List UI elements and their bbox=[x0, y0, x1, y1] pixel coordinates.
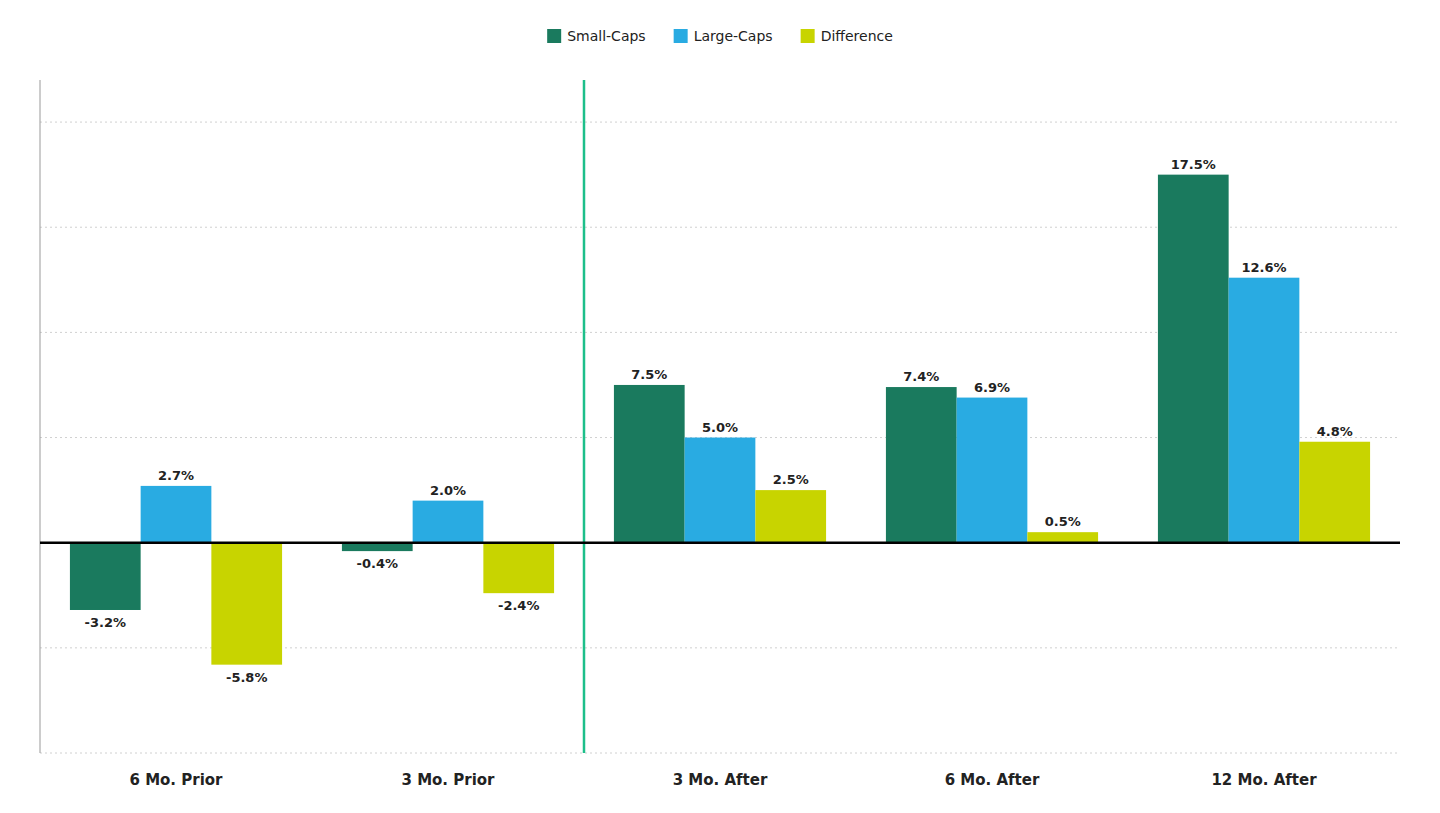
bars bbox=[70, 175, 1370, 665]
data-label: -3.2% bbox=[85, 615, 126, 630]
data-label: 0.5% bbox=[1045, 514, 1081, 529]
legend-swatch bbox=[801, 29, 815, 43]
data-label: 2.5% bbox=[773, 472, 809, 487]
bar bbox=[1158, 175, 1229, 543]
data-label: -0.4% bbox=[357, 556, 398, 571]
bar bbox=[614, 385, 685, 543]
data-label: -2.4% bbox=[498, 598, 539, 613]
data-label: 4.8% bbox=[1317, 424, 1353, 439]
data-label: 17.5% bbox=[1171, 157, 1216, 172]
bar bbox=[413, 501, 484, 543]
separator-line bbox=[583, 80, 586, 753]
data-label: 2.0% bbox=[430, 483, 466, 498]
data-labels: -3.2% -0.4% 7.5% 7.4% 17.5% 2.7% 2.0% 5.0% 6.9% 1… bbox=[85, 157, 1353, 685]
chart: -3.2% -0.4% 7.5% 7.4% 17.5% 2.7% 2.0% 5.0% 6.9% 1… bbox=[0, 0, 1440, 813]
grid-line bbox=[40, 542, 1400, 543]
data-label: 7.5% bbox=[631, 367, 667, 382]
legend: Small-Caps Large-Caps Difference bbox=[547, 28, 893, 44]
grid bbox=[40, 122, 1400, 753]
bar bbox=[141, 486, 212, 543]
legend-item: Small-Caps bbox=[547, 28, 645, 44]
bar bbox=[685, 438, 756, 543]
zero-line bbox=[40, 541, 1400, 544]
bar bbox=[1229, 278, 1300, 543]
data-label: 7.4% bbox=[903, 369, 939, 384]
x-tick-label: 6 Mo. After bbox=[945, 771, 1040, 789]
legend-swatch bbox=[674, 29, 688, 43]
grid-line bbox=[40, 122, 1400, 123]
bar bbox=[342, 543, 413, 551]
x-tick-label: 12 Mo. After bbox=[1211, 771, 1317, 789]
legend-label: Small-Caps bbox=[567, 28, 645, 44]
bar bbox=[886, 387, 957, 543]
bar bbox=[70, 543, 141, 610]
bar bbox=[1027, 532, 1098, 543]
bar bbox=[957, 398, 1028, 543]
data-label: 12.6% bbox=[1241, 260, 1286, 275]
bar bbox=[1299, 442, 1370, 543]
data-label: 6.9% bbox=[974, 380, 1010, 395]
x-tick-label: 6 Mo. Prior bbox=[129, 771, 223, 789]
legend-item: Large-Caps bbox=[674, 28, 773, 44]
x-tick-label: 3 Mo. Prior bbox=[401, 771, 495, 789]
bar bbox=[483, 543, 554, 593]
bar bbox=[755, 490, 826, 543]
data-label: 5.0% bbox=[702, 420, 738, 435]
grid-line bbox=[40, 753, 1400, 754]
data-label: -5.8% bbox=[226, 670, 267, 685]
x-tick-label: 3 Mo. After bbox=[673, 771, 768, 789]
legend-label: Difference bbox=[821, 28, 893, 44]
legend-item: Difference bbox=[801, 28, 893, 44]
y-axis-line bbox=[40, 80, 41, 753]
x-axis: 6 Mo. Prior 3 Mo. Prior 3 Mo. After 6 Mo. A… bbox=[129, 771, 1317, 789]
bar bbox=[211, 543, 282, 665]
data-label: 2.7% bbox=[158, 468, 194, 483]
legend-swatch bbox=[547, 29, 561, 43]
legend-label: Large-Caps bbox=[694, 28, 773, 44]
